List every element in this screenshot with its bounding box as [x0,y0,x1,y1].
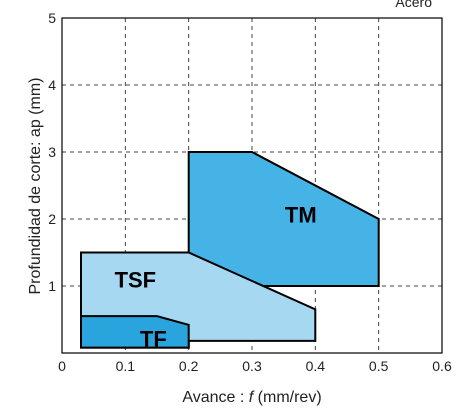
x-tick-label: 0 [58,358,66,374]
plot-frame [61,17,443,354]
x-tick-label: 0.6 [432,358,452,374]
region-tm [187,151,380,287]
y-axis-title: Profundidad de corte: ap (mm) [27,78,44,295]
y-tick-labels: 1 2 3 4 5 [48,10,56,294]
x-axis-title-suffix: (mm/rev) [253,389,321,406]
y-tick-label: 2 [48,211,56,227]
regions: TM TSF TF [80,151,380,351]
corner-label: Acero [395,0,432,10]
y-tick-label: 5 [48,10,56,26]
region-label-tm: TM [285,202,317,227]
x-tick-label: 0.3 [242,358,262,374]
y-tick-label: 1 [48,278,56,294]
x-axis-title: Avance : f (mm/rev) [182,389,321,406]
y-tick-label: 4 [48,77,56,93]
region-tf [80,315,190,349]
region-label-tsf: TSF [115,267,157,292]
x-axis-title-prefix: Avance : [182,389,248,406]
x-axis-title-variable: f [249,389,255,406]
x-tick-labels: 0 0.1 0.2 0.3 0.4 0.5 0.6 [58,358,452,374]
x-tick-label: 0.1 [116,358,136,374]
y-tick-label: 3 [48,144,56,160]
x-tick-label: 0.2 [179,358,199,374]
region-label-tf: TF [140,326,167,351]
x-tick-label: 0.5 [369,358,389,374]
x-tick-label: 0.4 [306,358,326,374]
